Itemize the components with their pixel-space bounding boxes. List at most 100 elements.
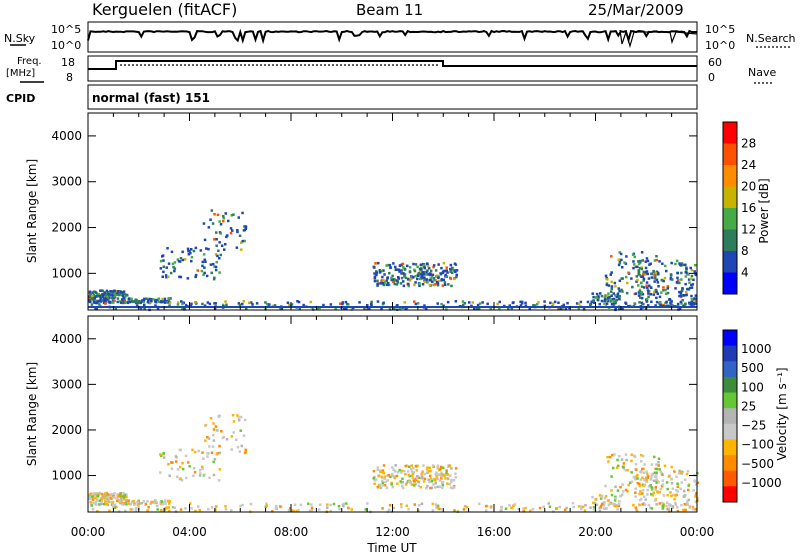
velocity-cell	[693, 480, 696, 483]
power-cell	[670, 300, 673, 303]
y-tick-label: 3000	[51, 377, 82, 391]
velocity-cell	[428, 474, 432, 478]
velocity-cell	[122, 498, 126, 501]
power-cell	[157, 297, 161, 300]
power-cell	[616, 292, 620, 295]
power-cell	[243, 225, 246, 228]
velocity-cell	[224, 505, 227, 508]
velocity-cell	[198, 474, 202, 477]
velocity-cell	[146, 509, 149, 512]
velocity-cell	[90, 495, 94, 498]
velocity-cell	[181, 467, 185, 471]
power-cell	[380, 269, 383, 273]
power-cell	[393, 278, 396, 281]
power-cell	[693, 301, 696, 305]
power-cell	[610, 255, 613, 258]
power-cell	[426, 262, 429, 265]
velocity-cell	[685, 472, 689, 476]
power-cell	[167, 275, 170, 278]
power-cell	[439, 272, 443, 276]
time-xlabel: Time UT	[366, 541, 417, 554]
velocity-cell	[484, 509, 488, 512]
power-cell	[440, 302, 443, 306]
power-cell	[213, 238, 216, 241]
power-cell	[181, 250, 184, 254]
power-cell	[445, 266, 448, 269]
colorbar-swatch	[723, 361, 737, 378]
power-cell	[159, 267, 163, 270]
power-cell	[215, 244, 218, 247]
mhz-label: [MHz]	[6, 68, 35, 79]
power-cell	[679, 291, 683, 295]
velocity-cell	[428, 480, 431, 484]
power-cell	[341, 301, 345, 304]
velocity-cell	[642, 478, 646, 481]
power-cell	[685, 290, 688, 294]
velocity-cell	[419, 476, 422, 480]
nsky-label: N.Sky	[4, 32, 36, 45]
velocity-cell	[350, 508, 353, 511]
velocity-cell	[682, 489, 686, 493]
power-cell	[638, 289, 642, 293]
colorbar-tick: 20	[741, 180, 756, 194]
velocity-cell	[438, 473, 441, 476]
colorbar-swatch	[723, 122, 737, 144]
power-cell	[653, 280, 656, 283]
power-cell	[511, 301, 515, 305]
power-cell	[410, 277, 413, 280]
power-cell	[279, 307, 282, 310]
velocity-cell	[110, 493, 113, 496]
colorbar-tick: 12	[741, 223, 756, 237]
velocity-cell	[687, 488, 690, 492]
power-cell	[640, 296, 644, 300]
power-cell	[143, 307, 146, 311]
velocity-cell	[615, 504, 618, 508]
velocity-cell	[116, 494, 120, 498]
power-cell	[88, 292, 92, 295]
power-cell	[684, 275, 688, 278]
power-cell	[181, 302, 184, 306]
power-cell	[407, 284, 410, 288]
velocity-cell	[391, 474, 395, 478]
colorbar-swatch	[723, 423, 737, 440]
power-cell	[592, 301, 596, 304]
velocity-cell	[429, 486, 432, 490]
power-cell	[640, 291, 643, 294]
power-cell	[470, 304, 473, 308]
velocity-cell	[162, 452, 165, 455]
velocity-cell	[242, 434, 246, 437]
velocity-cell	[396, 471, 400, 474]
velocity-cell	[510, 506, 513, 509]
velocity-cell	[635, 468, 638, 471]
power-cell	[88, 297, 91, 300]
velocity-cell	[104, 500, 107, 504]
velocity-cell	[422, 480, 426, 483]
power-cell	[123, 298, 127, 302]
power-cell	[647, 295, 650, 299]
velocity-cell	[239, 429, 242, 432]
power-cell	[204, 260, 207, 263]
velocity-cell	[218, 468, 222, 471]
power-cell	[105, 296, 108, 299]
velocity-cell	[613, 453, 616, 456]
power-cell	[392, 262, 395, 265]
velocity-cell	[522, 507, 525, 510]
power-cell	[454, 270, 457, 273]
power-cell	[609, 273, 612, 276]
power-cell	[693, 270, 696, 273]
power-cell	[621, 290, 624, 293]
power-cell	[102, 297, 106, 300]
power-cell	[99, 289, 102, 292]
velocity-cell	[224, 507, 228, 511]
velocity-cell	[611, 466, 615, 470]
colorbar-swatch	[723, 229, 737, 252]
velocity-cell	[125, 503, 128, 506]
power-cell	[603, 297, 607, 300]
power-cell	[408, 270, 412, 273]
power-cell	[224, 300, 227, 303]
power-cell	[95, 295, 98, 298]
power-cell	[95, 307, 98, 310]
velocity-cell	[185, 476, 188, 480]
power-cell	[164, 274, 168, 277]
velocity-cell	[159, 454, 163, 457]
